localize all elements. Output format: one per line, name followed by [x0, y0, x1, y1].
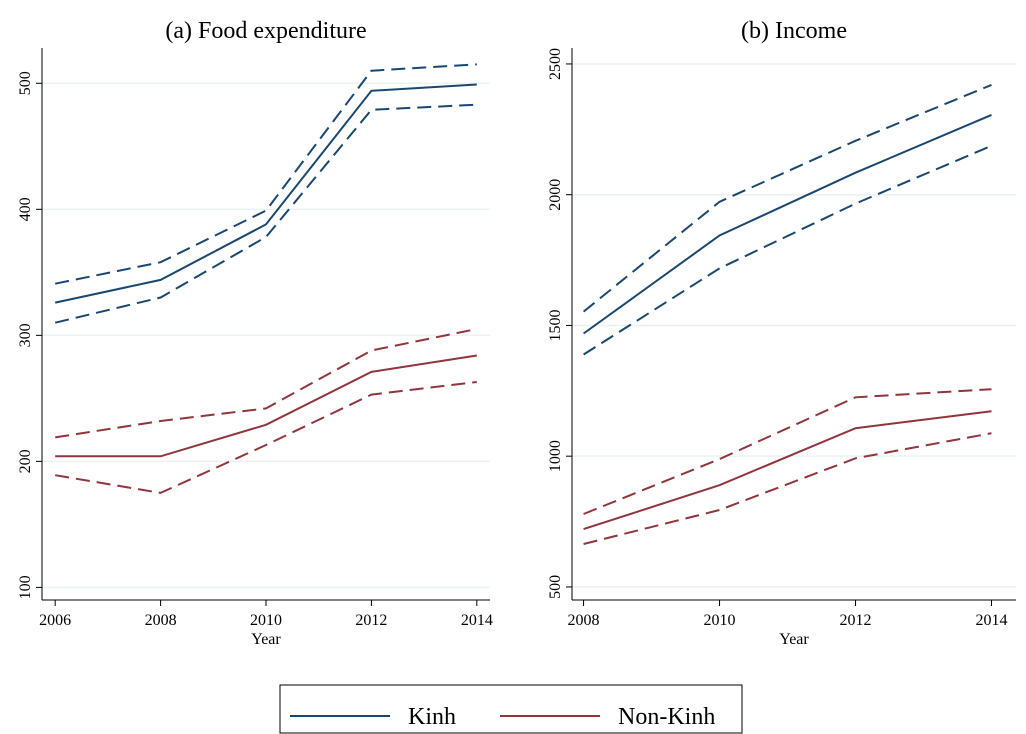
ci-line	[54, 103, 477, 324]
ci-line	[55, 63, 477, 285]
legend-label: Non-Kinh	[618, 704, 715, 730]
series-line	[54, 83, 477, 304]
y-tick-label: 2500	[547, 48, 564, 80]
y-tick-label: 200	[17, 449, 34, 473]
x-tick-label: 2012	[355, 612, 387, 629]
legend-label: Kinh	[408, 704, 456, 730]
y-tick-label: 500	[17, 71, 34, 95]
legend-box	[279, 684, 743, 734]
ci-line	[55, 381, 477, 494]
ci-line	[583, 388, 992, 515]
series-line	[55, 354, 477, 458]
y-tick-label: 100	[17, 575, 34, 599]
series-line	[583, 410, 992, 531]
y-tick-label: 300	[17, 323, 34, 347]
y-tick-label: 500	[547, 575, 564, 599]
x-tick-label: 2014	[461, 612, 493, 629]
x-tick-label: 2006	[39, 612, 71, 629]
x-tick-label: 2012	[840, 612, 872, 629]
x-tick-label: 2008	[145, 612, 177, 629]
y-tick-label: 2000	[547, 179, 564, 211]
x-axis-title: Year	[251, 631, 281, 648]
ci-line	[582, 83, 992, 313]
x-tick-label: 2010	[250, 612, 282, 629]
ci-line	[55, 328, 477, 439]
x-tick-label: 2014	[976, 612, 1008, 629]
x-tick-label: 2008	[568, 612, 600, 629]
y-tick-label: 1000	[547, 440, 564, 472]
x-tick-label: 2010	[704, 612, 736, 629]
y-tick-label: 1500	[547, 309, 564, 341]
chart-title: (a) Food expenditure	[165, 18, 366, 44]
x-axis-title: Year	[779, 631, 809, 648]
ci-line	[583, 144, 992, 356]
chart-title: (b) Income	[741, 18, 847, 44]
ci-line	[583, 432, 992, 545]
y-tick-label: 400	[17, 197, 34, 221]
series-line	[583, 113, 992, 335]
